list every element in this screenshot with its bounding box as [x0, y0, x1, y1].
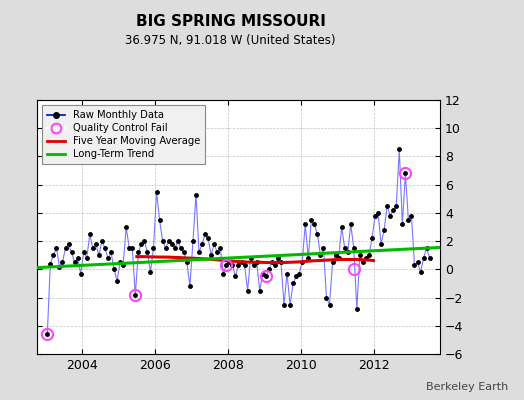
Text: Berkeley Earth: Berkeley Earth: [426, 382, 508, 392]
Text: 36.975 N, 91.018 W (United States): 36.975 N, 91.018 W (United States): [125, 34, 336, 47]
Text: BIG SPRING MISSOURI: BIG SPRING MISSOURI: [136, 14, 325, 29]
Legend: Raw Monthly Data, Quality Control Fail, Five Year Moving Average, Long-Term Tren: Raw Monthly Data, Quality Control Fail, …: [42, 105, 205, 164]
